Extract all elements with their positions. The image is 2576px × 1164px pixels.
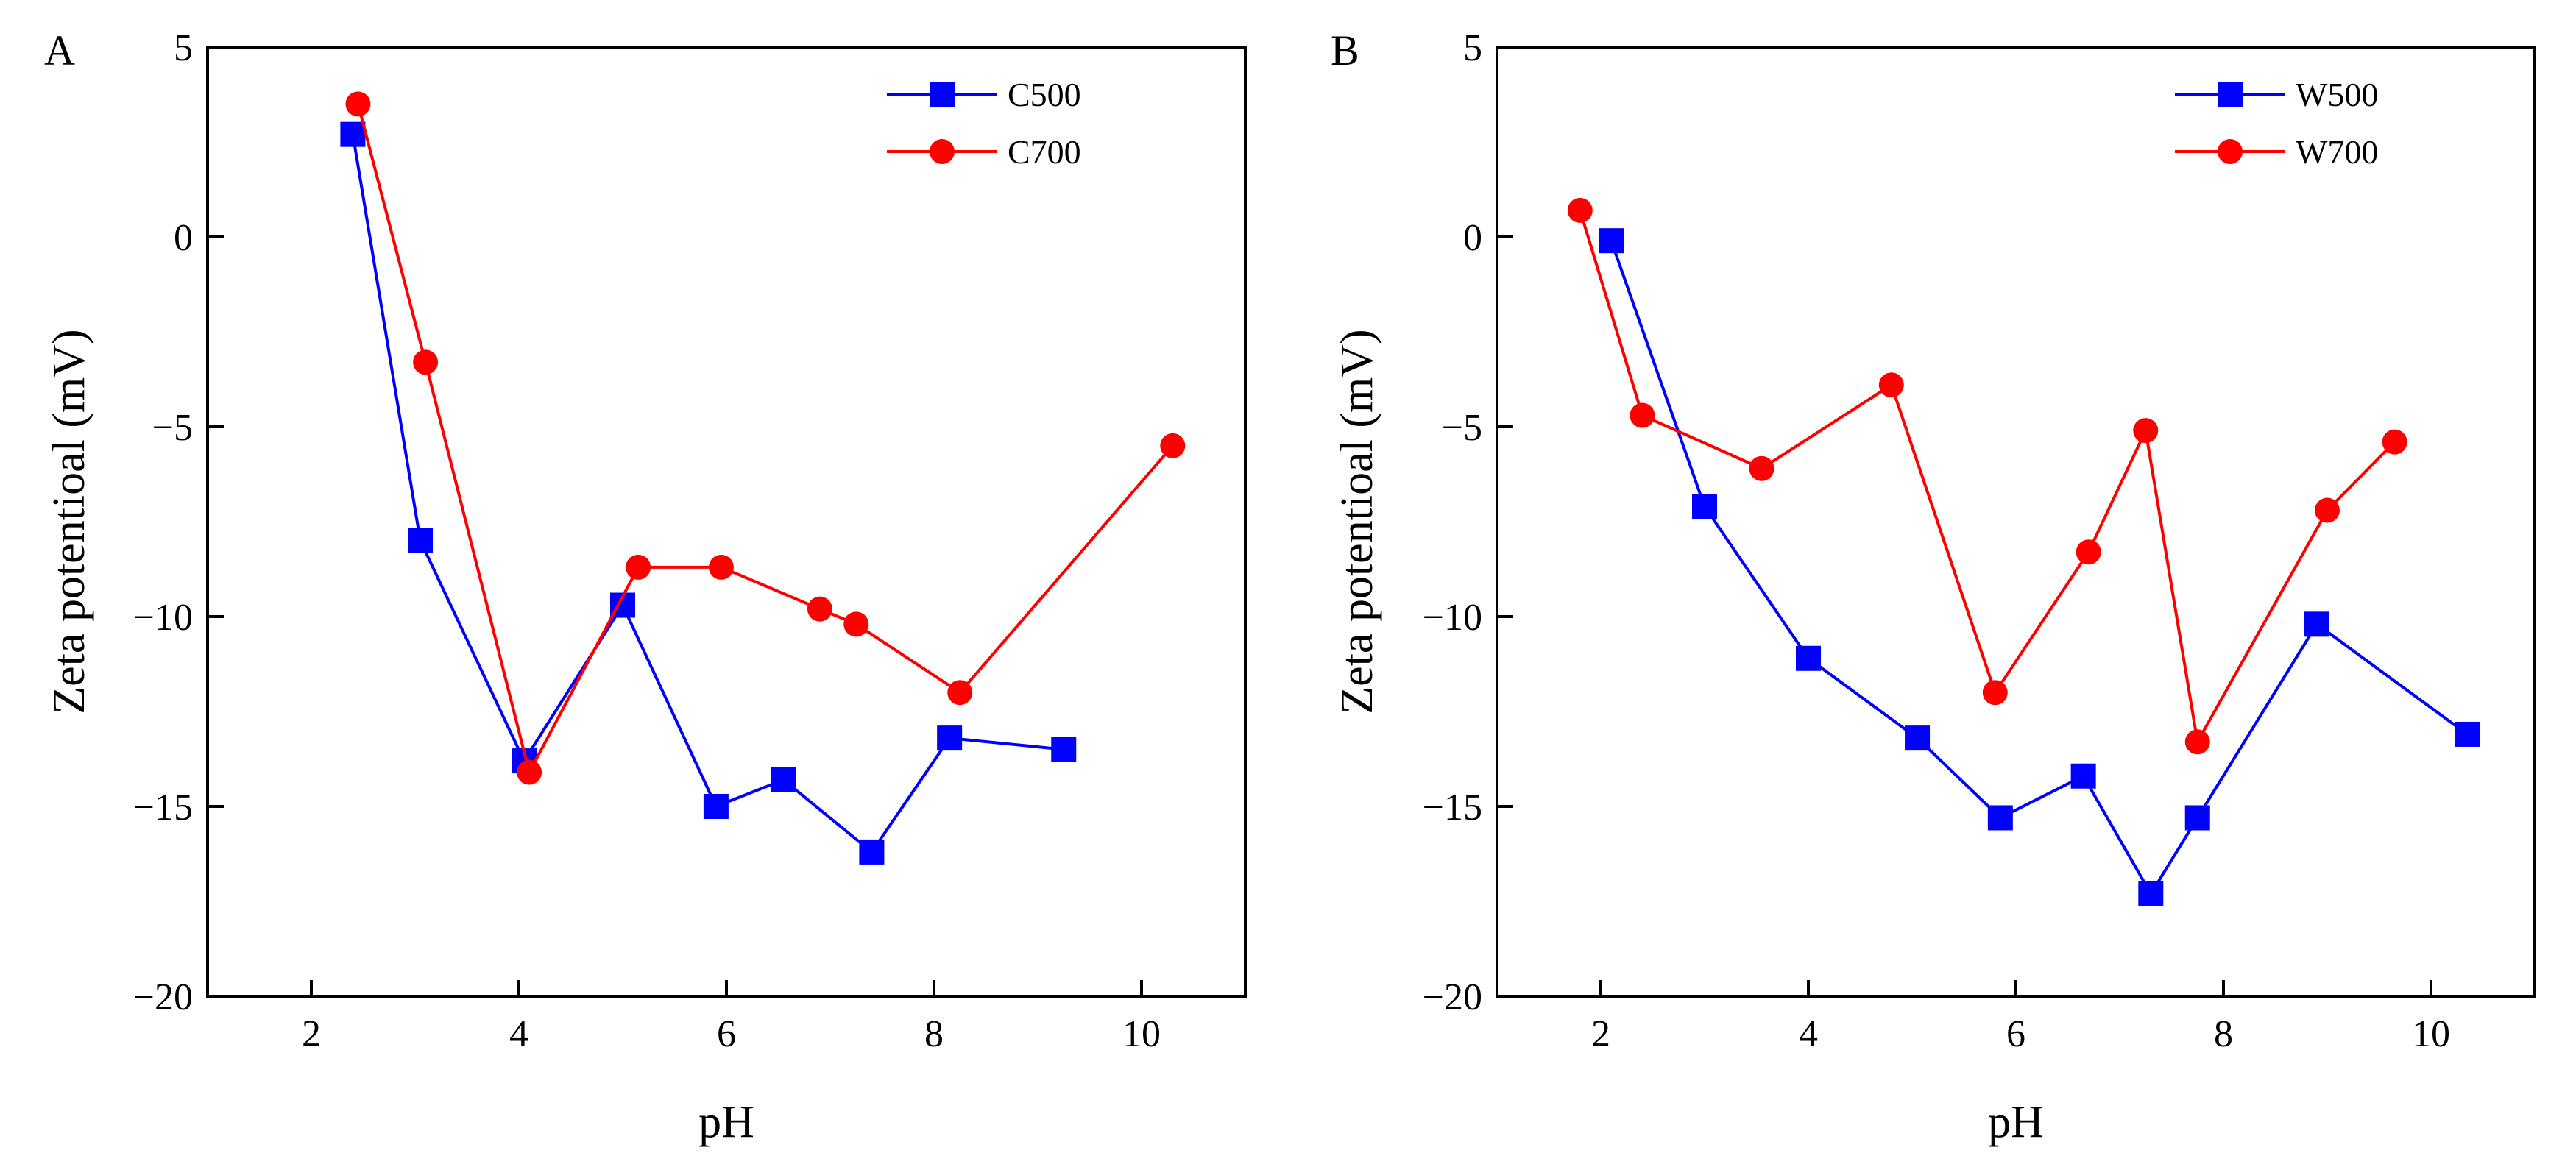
x-tick-label: 10 — [1122, 1013, 1161, 1055]
data-point-w700 — [2076, 539, 2101, 565]
data-point-w700 — [1630, 402, 1655, 428]
data-point-c500 — [937, 725, 963, 751]
y-tick-label: −15 — [1423, 787, 1482, 828]
x-tick-label: 2 — [302, 1013, 321, 1055]
data-point-c700 — [413, 349, 439, 375]
legend-marker-c700 — [930, 139, 955, 164]
x-tick-label: 8 — [924, 1013, 944, 1055]
legend-marker-c500 — [930, 82, 955, 107]
data-point-w500 — [2455, 721, 2480, 747]
y-tick-label: −5 — [152, 407, 193, 449]
legend-label-w700: W700 — [2296, 133, 2378, 171]
panel-b: B 2 4 6 8 10 5 0 −5 −10 −15 −20 pH Zeta potentioal (m… — [1331, 26, 2536, 1147]
data-point-w500 — [2070, 763, 2096, 789]
y-axis-label: Zeta potentioal (mV) — [1332, 329, 1382, 714]
y-tick-label: −20 — [1423, 976, 1482, 1018]
data-point-c500 — [859, 839, 885, 865]
y-tick-label: 5 — [1463, 27, 1482, 69]
data-point-w500 — [1796, 645, 1821, 671]
plot-frame — [1496, 46, 2536, 998]
data-point-w500 — [1905, 725, 1931, 751]
legend: C500 C700 — [887, 76, 1081, 171]
panel-a: A 2 4 6 8 10 5 0 −5 −10 −15 −20 pH Zeta potentioal (m… — [44, 26, 1247, 1147]
series-c500 — [340, 121, 1077, 865]
data-point-c700 — [947, 680, 973, 706]
data-point-c700 — [708, 554, 734, 580]
y-tick-label: −5 — [1442, 407, 1482, 449]
x-tick-label: 6 — [2006, 1013, 2025, 1055]
legend-marker-w500 — [2218, 82, 2243, 107]
data-point-c500 — [1051, 737, 1077, 762]
y-tick-label: −10 — [133, 597, 193, 639]
series-line-w500 — [1610, 240, 2469, 897]
x-tick-label: 2 — [1591, 1013, 1610, 1055]
data-point-c700 — [807, 596, 832, 622]
data-point-c700 — [1160, 433, 1186, 458]
data-point-c500 — [340, 121, 366, 147]
data-point-w500 — [2304, 611, 2329, 637]
data-point-c700 — [626, 554, 651, 580]
legend-label-c700: C700 — [1008, 133, 1081, 171]
series-line-w700 — [1578, 210, 2396, 747]
y-tick-label: 5 — [174, 27, 193, 69]
data-point-w700 — [2184, 729, 2210, 755]
data-point-w700 — [2315, 497, 2340, 523]
data-point-w500 — [1599, 228, 1624, 254]
x-tick-label: 4 — [509, 1013, 528, 1055]
x-tick-label: 4 — [1799, 1013, 1818, 1055]
data-point-w700 — [1567, 197, 1593, 223]
y-tick-label: 0 — [174, 217, 193, 259]
data-point-c700 — [843, 611, 869, 637]
data-point-w700 — [1878, 372, 1904, 398]
series-w500 — [1599, 228, 2480, 906]
y-tick-label: 0 — [1463, 217, 1482, 259]
series-c700 — [345, 91, 1186, 785]
data-point-w500 — [1692, 494, 1717, 519]
data-point-w700 — [1749, 455, 1774, 481]
data-point-w500 — [2138, 881, 2164, 906]
data-point-w700 — [2382, 429, 2407, 455]
x-tick-label: 8 — [2214, 1013, 2233, 1055]
x-tick-label: 10 — [2412, 1013, 2450, 1055]
data-point-w700 — [2133, 418, 2159, 444]
x-axis-label: pH — [1988, 1097, 2044, 1147]
data-point-w500 — [1987, 805, 2013, 831]
data-point-c500 — [703, 794, 729, 819]
panel-label: B — [1331, 26, 1359, 74]
legend-label-w500: W500 — [2296, 76, 2378, 113]
panel-label: A — [44, 26, 75, 74]
data-point-c500 — [771, 767, 796, 792]
x-axis-label: pH — [698, 1097, 754, 1147]
data-point-c500 — [408, 528, 434, 553]
data-point-w700 — [1982, 680, 2008, 706]
legend: W500 W700 — [2175, 76, 2378, 171]
legend-marker-w700 — [2218, 139, 2243, 164]
series-line-c700 — [356, 103, 1174, 777]
series-w700 — [1567, 197, 2407, 755]
data-point-w500 — [2184, 805, 2210, 831]
y-axis-label: Zeta potentioal (mV) — [44, 329, 94, 714]
legend-label-c500: C500 — [1008, 76, 1081, 113]
y-tick-label: −15 — [133, 787, 193, 828]
y-tick-label: −20 — [133, 976, 193, 1018]
y-tick-label: −10 — [1423, 597, 1482, 639]
x-tick-label: 6 — [717, 1013, 736, 1055]
data-point-c700 — [345, 91, 371, 117]
data-point-c700 — [517, 759, 542, 785]
